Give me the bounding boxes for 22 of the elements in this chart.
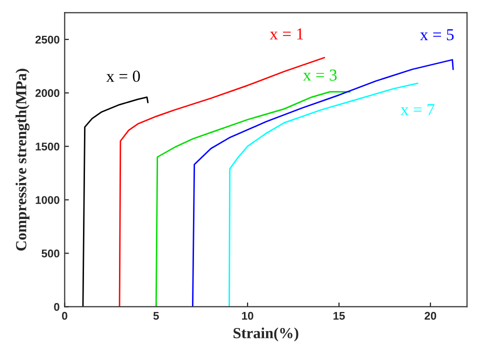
series-label: x = 0 [106, 70, 140, 82]
y-tick-label: 1000 [36, 196, 60, 204]
x-tick-label: 15 [334, 312, 345, 320]
series-label: x = 7 [400, 104, 434, 116]
y-tick-label: 2000 [35, 89, 60, 98]
y-tick-label: 1500 [36, 142, 60, 150]
line-series [192, 59, 454, 307]
x-tick-label: 5 [153, 312, 159, 320]
line-series [155, 91, 351, 307]
line-series [82, 96, 149, 307]
series-label: x = 5 [420, 29, 454, 40]
x-tick-label: 20 [424, 312, 436, 320]
x-axis-title: Strain(%) [234, 328, 298, 342]
series-label: x = 3 [303, 70, 337, 81]
line-series [118, 56, 326, 307]
y-tick-label: 500 [42, 250, 60, 258]
x-tick-label: 0 [62, 312, 68, 320]
series-label: x = 1 [270, 28, 304, 40]
y-axis-title: Compressive strength(MPa) [16, 68, 30, 251]
y-tick-label: 0 [54, 303, 60, 311]
y-tick-label: 2500 [35, 36, 60, 44]
x-tick-label: 10 [242, 312, 254, 320]
